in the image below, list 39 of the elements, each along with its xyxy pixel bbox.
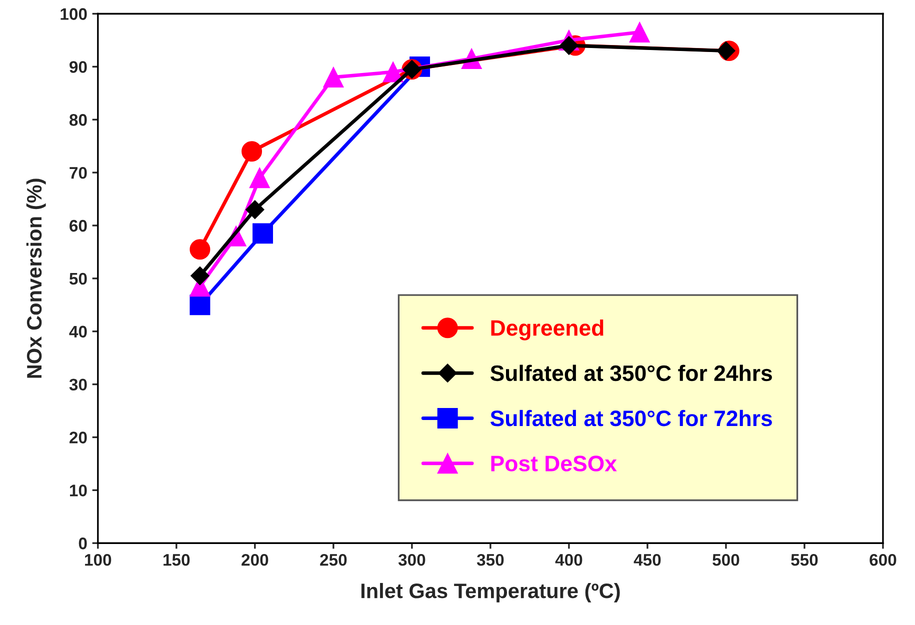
y-tick-label: 0 bbox=[78, 538, 87, 550]
y-tick-label: 50 bbox=[69, 272, 87, 285]
legend-label: Sulfated at 350°C for 72hrs bbox=[490, 410, 772, 426]
x-tick-label: 250 bbox=[320, 554, 347, 566]
y-tick-label: 60 bbox=[70, 220, 87, 232]
point bbox=[629, 22, 650, 43]
point bbox=[716, 41, 736, 60]
y-tick-label: 30 bbox=[69, 378, 87, 391]
y-tick-label: 20 bbox=[70, 432, 87, 444]
point bbox=[190, 239, 210, 260]
point bbox=[560, 36, 578, 55]
x-tick-label: 550 bbox=[791, 554, 818, 566]
y-tick-label: 70 bbox=[70, 166, 87, 179]
x-tick-label: 350 bbox=[476, 554, 504, 566]
legend-label: Degreened bbox=[491, 320, 604, 340]
y-tick-label: 40 bbox=[69, 326, 87, 338]
x-tick-label: 100 bbox=[85, 554, 112, 566]
x-tick-label: 200 bbox=[242, 554, 268, 566]
x-tick-label: 300 bbox=[398, 554, 426, 566]
x-tick-label: 500 bbox=[712, 554, 740, 566]
y-axis-title: NOx Conversion (%) bbox=[26, 178, 46, 378]
y-tick-label: 80 bbox=[69, 114, 87, 126]
point bbox=[242, 141, 262, 162]
point bbox=[249, 168, 270, 188]
point bbox=[246, 200, 264, 219]
legend-label: Sulfated at 350°C for 24hrs bbox=[490, 364, 772, 382]
legend-label: Post DeSOx bbox=[491, 456, 617, 472]
x-tick-label: 450 bbox=[634, 554, 661, 566]
y-tick-label: 10 bbox=[70, 484, 87, 496]
point bbox=[190, 294, 210, 316]
x-tick-label: 150 bbox=[164, 554, 190, 566]
point bbox=[252, 223, 274, 244]
x-tick-label: 400 bbox=[555, 554, 582, 566]
point bbox=[323, 67, 344, 88]
x-axis-title: Inlet Gas Temperature (ºC) bbox=[361, 582, 620, 602]
point bbox=[190, 266, 210, 286]
x-tick-label: 600 bbox=[870, 554, 896, 566]
y-tick-label: 100 bbox=[60, 8, 87, 20]
y-tick-label: 90 bbox=[70, 61, 87, 73]
